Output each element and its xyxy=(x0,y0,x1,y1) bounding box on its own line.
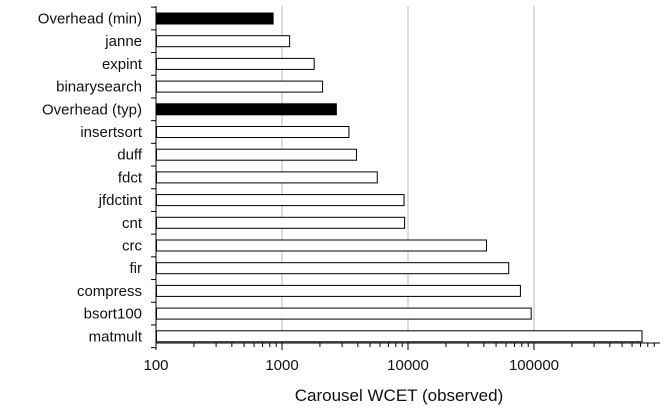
bar xyxy=(156,307,532,320)
category-label: cnt xyxy=(122,215,143,232)
category-labels: Overhead (min) janne expint binarysearch Ove… xyxy=(38,11,143,346)
bar xyxy=(156,284,521,297)
bar xyxy=(156,103,337,116)
category-label: Overhead (typ) xyxy=(42,101,142,118)
category-label: compress xyxy=(77,283,142,300)
bar xyxy=(156,126,350,138)
category-label: fir xyxy=(130,260,143,277)
x-axis xyxy=(151,6,660,350)
bar xyxy=(156,35,291,48)
category-label: jfdctint xyxy=(98,192,143,209)
bar xyxy=(156,330,643,343)
bar xyxy=(156,57,315,70)
bar xyxy=(156,239,488,252)
x-axis-title: Carousel WCET (observed) xyxy=(295,386,503,405)
bar xyxy=(156,216,406,229)
x-tick-label: 10000 xyxy=(387,357,429,374)
category-label: duff xyxy=(117,147,143,164)
bar xyxy=(156,148,357,161)
x-tick-label: 1000 xyxy=(265,357,298,374)
x-tick-label: 100 xyxy=(143,357,168,374)
category-label: bsort100 xyxy=(84,306,142,323)
bar xyxy=(156,80,324,93)
category-label: expint xyxy=(102,56,143,73)
bar xyxy=(156,262,510,275)
category-label: janne xyxy=(104,33,142,50)
x-tick-label: 100000 xyxy=(509,357,559,374)
category-label: insertsort xyxy=(80,124,143,141)
bars xyxy=(156,12,643,343)
x-tick-labels: 100 1000 10000 100000 xyxy=(143,357,559,374)
bar xyxy=(156,171,378,184)
category-label: fdct xyxy=(118,169,143,186)
category-label: Overhead (min) xyxy=(38,11,142,28)
category-label: crc xyxy=(122,238,142,255)
category-label: binarysearch xyxy=(56,79,142,96)
bar xyxy=(156,12,274,25)
bar xyxy=(156,194,405,207)
category-label: matmult xyxy=(89,328,143,345)
